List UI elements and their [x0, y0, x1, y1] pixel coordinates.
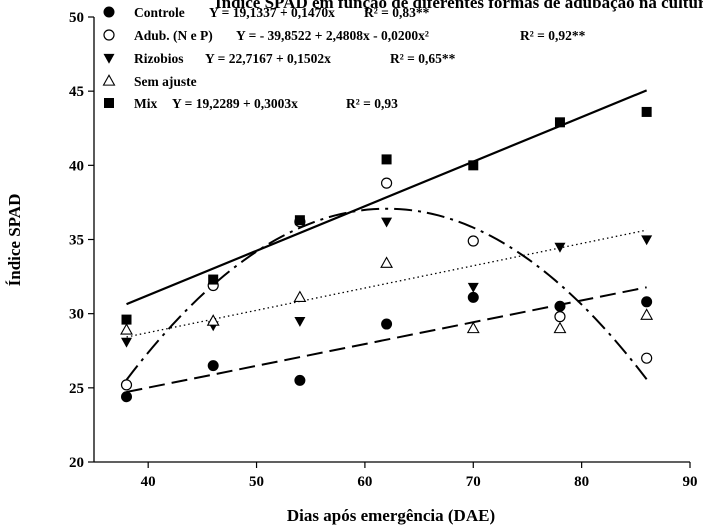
data-point	[467, 291, 479, 303]
data-point	[381, 318, 393, 330]
legend-equation: Y = 19,2289 + 0,3003x	[172, 96, 298, 111]
fit-lines	[125, 89, 648, 393]
data-point	[380, 177, 393, 189]
fit-line	[125, 207, 648, 381]
legend-marker	[104, 98, 114, 108]
y-tick-label: 20	[69, 455, 84, 471]
legend-r2: R² = 0,92**	[520, 28, 586, 43]
data-point	[553, 321, 567, 334]
chart-title: Índice SPAD em função de diferentes form…	[215, 0, 703, 12]
legend-r2: R² = 0,83**	[364, 5, 430, 20]
y-axis-title: Índice SPAD	[5, 194, 24, 287]
data-point	[120, 379, 133, 391]
x-tick-label: 90	[683, 474, 698, 490]
data-point	[554, 300, 566, 312]
data-point	[121, 337, 133, 348]
data-point	[293, 290, 307, 303]
legend-r2: R² = 0,65**	[390, 51, 456, 66]
legend-label: Adub. (N e P)	[134, 28, 213, 43]
fit-line	[126, 286, 647, 393]
data-point	[467, 282, 479, 293]
data-point	[468, 160, 479, 171]
legend-marker	[103, 6, 115, 18]
legend-label: Sem ajuste	[134, 74, 197, 89]
y-tick-label: 50	[69, 10, 84, 26]
fit-line	[126, 229, 647, 338]
y-tick-label: 40	[69, 158, 84, 174]
data-points	[120, 106, 654, 403]
data-point	[294, 316, 306, 327]
legend-equation: Y = 22,7167 + 0,1502x	[205, 51, 331, 66]
y-tick-label: 30	[69, 307, 84, 323]
x-tick-label: 40	[141, 474, 156, 490]
data-point	[381, 154, 392, 165]
data-point	[381, 217, 393, 228]
axes: 20 25 30 35 40 45 50 40 50 60 70 80 90	[69, 10, 698, 490]
data-point	[641, 235, 653, 246]
data-point	[467, 235, 479, 247]
data-point	[121, 391, 133, 403]
data-point	[206, 314, 220, 326]
legend-label: Mix	[134, 96, 157, 111]
y-tick-label: 35	[69, 233, 84, 249]
y-tick-label: 25	[69, 381, 84, 397]
legend-marker	[103, 29, 115, 41]
data-point	[380, 256, 394, 268]
legend-label: Controle	[134, 5, 185, 20]
legend-equation: Y = - 39,8522 + 2,4808x - 0,0200x²	[236, 28, 429, 43]
legend-r2: R² = 0,93	[346, 96, 398, 111]
data-point	[554, 117, 565, 128]
data-point	[207, 360, 219, 372]
data-point	[294, 374, 306, 386]
x-tick-label: 70	[466, 474, 481, 490]
legend-label: Rizobios	[134, 51, 184, 66]
data-point	[641, 106, 652, 117]
data-point	[466, 321, 480, 334]
legend-marker	[103, 53, 115, 64]
x-tick-label: 80	[574, 474, 589, 490]
legend-equation: Y = 19,1337 + 0,1470x	[209, 5, 335, 20]
x-axis-title: Dias após emergência (DAE)	[287, 506, 495, 525]
x-tick-label: 50	[249, 474, 264, 490]
y-tick-label: 45	[69, 84, 84, 100]
data-point	[121, 314, 132, 325]
data-point	[120, 323, 133, 335]
data-point	[294, 215, 305, 226]
data-point	[554, 311, 566, 323]
legend: Controle Y = 19,1337 + 0,1470x R² = 0,83**…	[102, 5, 586, 111]
fit-line	[126, 89, 648, 306]
data-point	[554, 242, 566, 253]
data-point	[208, 274, 219, 285]
legend-marker	[102, 74, 116, 86]
x-tick-label: 60	[357, 474, 372, 490]
data-point	[641, 296, 653, 308]
data-point	[641, 352, 653, 364]
data-point	[640, 308, 654, 320]
